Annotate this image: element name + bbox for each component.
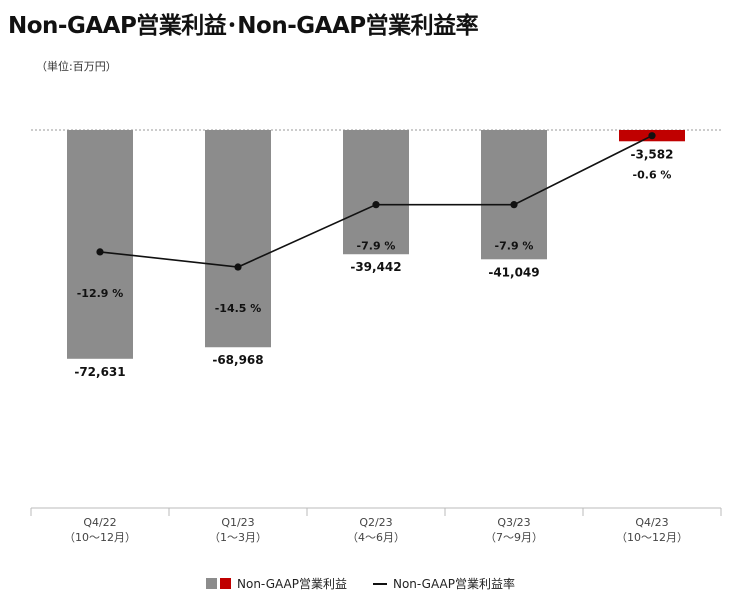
rate-point-4 bbox=[648, 132, 656, 140]
legend-swatch-gray bbox=[206, 578, 217, 589]
legend: Non-GAAP営業利益 Non-GAAP営業利益率 bbox=[206, 575, 515, 592]
x-tick-label-2: Q2/23 bbox=[359, 516, 392, 529]
legend-swatch-red bbox=[220, 578, 231, 589]
x-tick-label-1: Q1/23 bbox=[221, 516, 254, 529]
rate-label-3: -7.9 % bbox=[495, 240, 534, 253]
unit-label: （単位:百万円） bbox=[36, 60, 117, 73]
chart-title: Non-GAAP営業利益･Non-GAAP営業利益率 bbox=[8, 13, 479, 39]
rate-label-1: -14.5 % bbox=[215, 302, 262, 315]
rate-label-0: -12.9 % bbox=[77, 287, 124, 300]
bar-3 bbox=[481, 130, 547, 260]
bar-label-3: -41,049 bbox=[488, 265, 539, 279]
x-tick-label-0: Q4/22 bbox=[83, 516, 116, 529]
x-tick-sublabel-0: （10～12月） bbox=[64, 531, 136, 544]
legend-line-label: Non-GAAP営業利益率 bbox=[392, 577, 515, 591]
rate-point-1 bbox=[234, 263, 242, 271]
x-tick-sublabel-4: （10～12月） bbox=[616, 531, 688, 544]
bar-1 bbox=[205, 130, 271, 348]
rate-label-4: -0.6 % bbox=[633, 169, 672, 182]
x-tick-sublabel-3: （7～9月） bbox=[485, 531, 543, 544]
legend-line-swatch bbox=[372, 582, 387, 585]
x-tick-sublabel-2: （4～6月） bbox=[347, 531, 405, 544]
legend-bar-label: Non-GAAP営業利益 bbox=[237, 577, 347, 591]
x-tick-label-3: Q3/23 bbox=[497, 516, 530, 529]
rate-point-3 bbox=[510, 201, 518, 209]
x-tick-label-4: Q4/23 bbox=[635, 516, 668, 529]
bar-2 bbox=[343, 130, 409, 255]
bar-label-1: -68,968 bbox=[212, 353, 263, 367]
bar-0 bbox=[67, 130, 133, 359]
rate-point-0 bbox=[96, 248, 104, 256]
rate-label-2: -7.9 % bbox=[357, 240, 396, 253]
bar-label-0: -72,631 bbox=[74, 365, 125, 379]
bar-label-2: -39,442 bbox=[350, 260, 401, 274]
x-tick-sublabel-1: （1～3月） bbox=[209, 531, 267, 544]
rate-point-2 bbox=[372, 201, 380, 209]
bar-label-4: -3,582 bbox=[631, 147, 674, 161]
